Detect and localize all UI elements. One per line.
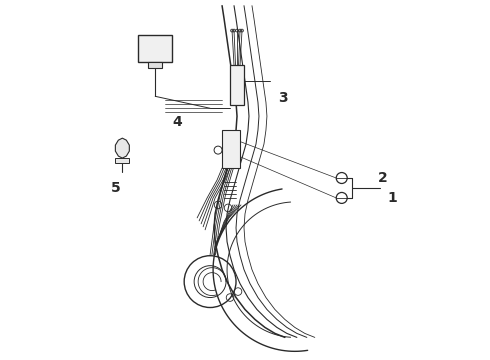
- Text: 4: 4: [172, 115, 182, 129]
- FancyBboxPatch shape: [230, 66, 244, 105]
- Text: 1: 1: [388, 191, 397, 205]
- Text: 2: 2: [378, 171, 388, 185]
- Text: 5: 5: [110, 181, 120, 195]
- FancyBboxPatch shape: [222, 130, 240, 168]
- FancyBboxPatch shape: [138, 35, 172, 62]
- Text: 3: 3: [278, 91, 288, 105]
- Polygon shape: [115, 158, 129, 163]
- Polygon shape: [115, 138, 129, 158]
- FancyBboxPatch shape: [148, 62, 162, 68]
